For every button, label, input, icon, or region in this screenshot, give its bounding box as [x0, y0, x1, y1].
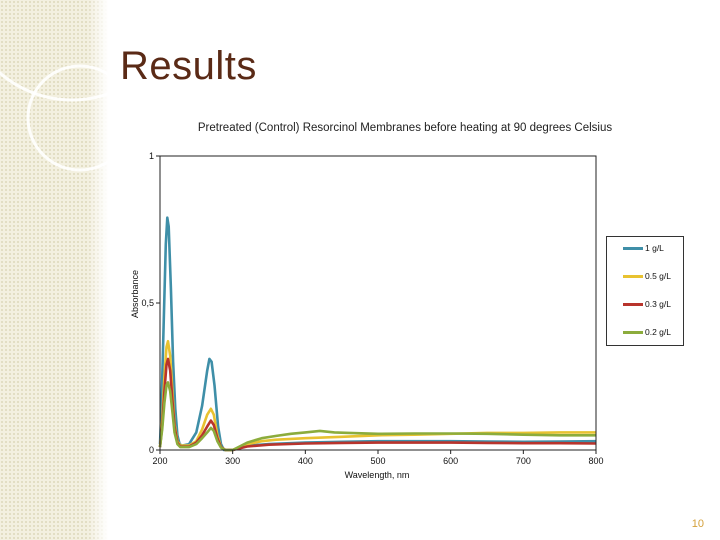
series-line-3	[158, 357, 597, 452]
x-tick-label: 500	[370, 456, 385, 466]
decorative-circle-large	[0, 0, 184, 102]
x-tick-label: 300	[225, 456, 240, 466]
axis-ticks: 200 300 400 500 600 700 800 0 0,5 1	[141, 151, 603, 466]
slide-title: Results	[120, 44, 257, 88]
x-tick-label: 400	[298, 456, 313, 466]
legend-item-4: 0.2 g/L	[623, 325, 671, 339]
y-tick-label: 0	[149, 445, 154, 455]
plot-frame	[159, 155, 597, 451]
chart-title: Pretreated (Control) Resorcinol Membrane…	[197, 122, 613, 134]
series-line-4	[158, 381, 596, 452]
legend-label: 0.3 g/L	[645, 299, 671, 309]
legend-swatch	[623, 302, 643, 306]
decorative-circles	[0, 0, 184, 172]
legend-label: 0.2 g/L	[645, 327, 671, 337]
y-axis-label: Absorbance	[130, 270, 140, 318]
chart-legend: 1 g/L 0.5 g/L 0.3 g/L 0.2 g/L	[606, 236, 684, 346]
y-tick-label: 0,5	[141, 298, 154, 308]
slide-number: 10	[691, 518, 704, 530]
axes	[159, 155, 597, 451]
legend-item-3: 0.3 g/L	[623, 297, 671, 311]
x-tick-label: 700	[516, 456, 531, 466]
legend-item-1: 1 g/L	[623, 241, 664, 255]
legend-swatch	[623, 330, 643, 334]
legend-swatch	[623, 274, 643, 278]
legend-item-2: 0.5 g/L	[623, 269, 671, 283]
y-tick-label: 1	[149, 151, 154, 161]
plot-lines	[158, 216, 597, 452]
x-axis-label: Wavelength, nm	[345, 470, 410, 480]
x-tick-label: 200	[152, 456, 167, 466]
side-panel-fade	[88, 0, 108, 540]
decorative-circle-small	[26, 64, 134, 172]
legend-label: 1 g/L	[645, 243, 664, 253]
series-line-1	[158, 216, 597, 452]
x-tick-label: 800	[588, 456, 603, 466]
legend-swatch	[623, 246, 643, 250]
legend-label: 0.5 g/L	[645, 271, 671, 281]
x-tick-label: 600	[443, 456, 458, 466]
